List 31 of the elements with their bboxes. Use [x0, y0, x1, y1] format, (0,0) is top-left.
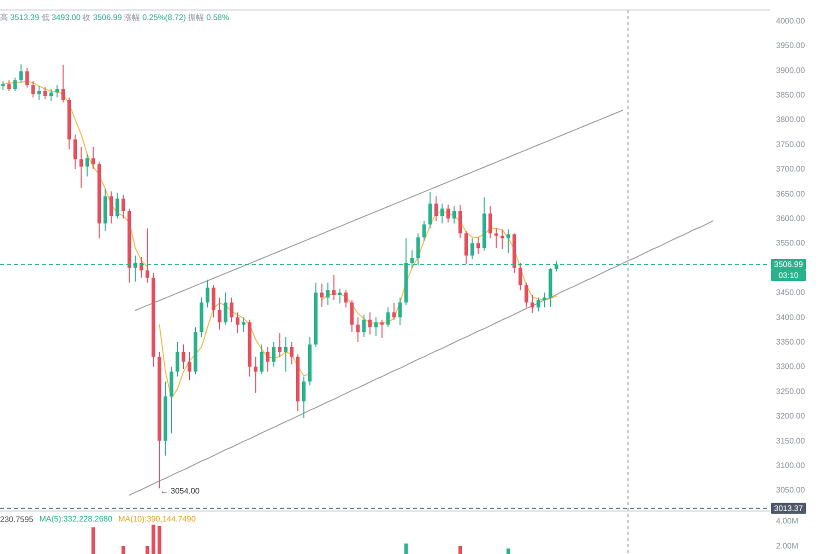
y-tick-label: 4000.00	[776, 16, 806, 26]
text: 03:10	[778, 270, 800, 280]
y-tick-label: 3950.00	[776, 41, 806, 50]
y-tick-label: 2.00M	[776, 542, 799, 550]
ref-line-label: 3506.99	[774, 260, 804, 269]
y-tick-label: 3600.00	[776, 214, 806, 223]
y-tick-label: 3200.00	[776, 412, 806, 421]
ref-line-label: 3013.37	[774, 504, 804, 513]
y-tick-label: 3700.00	[776, 164, 806, 174]
annotation: MA(5):332,228.2680	[39, 514, 113, 524]
y-tick-label: 3850.00	[776, 90, 806, 100]
y-tick-label: 3400.00	[776, 312, 806, 322]
y-tick-label: 3550.00	[776, 238, 806, 248]
y-tick-label: 3750.00	[776, 140, 806, 149]
annotation: 230.7595	[0, 514, 34, 524]
y-tick-label: 3650.00	[776, 189, 806, 198]
line-series	[128, 220, 714, 496]
y-tick-label: 3300.00	[776, 362, 806, 372]
y-tick-label: 3050.00	[776, 486, 806, 495]
text: 高 3513.39 低 3493.00 收 3506.99 涨幅 0.25%(8.72) 振幅 0.58%	[0, 12, 230, 22]
annotation: ← 3054.00	[160, 486, 200, 496]
y-tick-label: 3100.00	[776, 461, 806, 470]
y-tick-label: 3900.00	[776, 66, 806, 75]
y-tick-label: 3150.00	[776, 436, 806, 446]
y-tick-label: 3250.00	[776, 386, 806, 396]
y-tick-label: 3800.00	[776, 115, 806, 124]
y-tick-label: 3450.00	[776, 288, 806, 298]
annotation: MA(10):390,144.7490	[118, 514, 196, 524]
y-tick-label: 3350.00	[776, 338, 806, 347]
line-series	[134, 110, 624, 311]
y-tick-label: 4.00M	[776, 516, 799, 526]
